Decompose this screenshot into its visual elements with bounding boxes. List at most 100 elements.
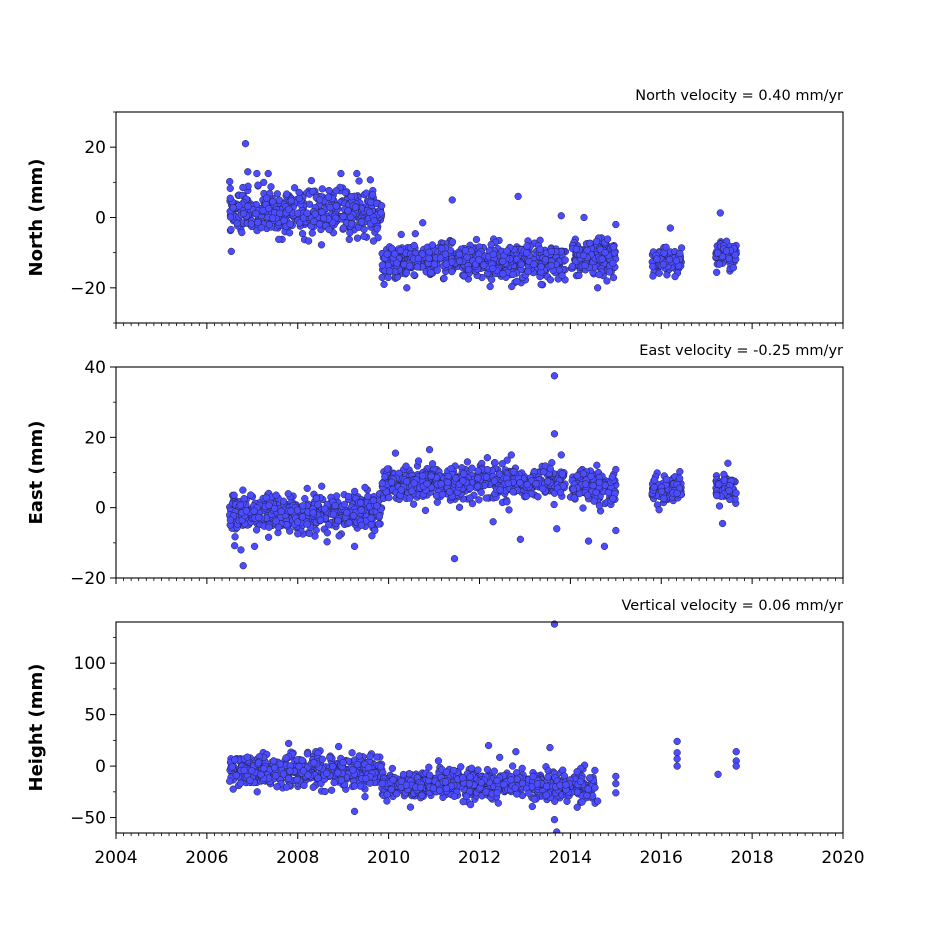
data-point — [362, 775, 369, 782]
data-point — [273, 492, 280, 499]
data-point-outlier — [667, 225, 674, 232]
data-point — [508, 283, 515, 290]
data-point — [354, 761, 361, 768]
data-point — [436, 787, 443, 794]
data-point — [592, 784, 599, 791]
data-point — [305, 238, 312, 245]
data-point — [548, 262, 555, 269]
data-point — [366, 209, 373, 216]
data-point — [398, 487, 405, 494]
data-point — [596, 479, 603, 486]
data-point — [446, 488, 453, 495]
data-point-outlier — [553, 525, 560, 532]
data-point — [491, 478, 498, 485]
data-point — [285, 490, 292, 497]
data-point — [366, 753, 373, 760]
data-point — [443, 261, 450, 268]
data-point — [651, 484, 658, 491]
data-point — [306, 530, 313, 537]
data-point — [580, 505, 587, 512]
data-point — [537, 246, 544, 253]
data-point — [533, 480, 540, 487]
data-point — [651, 477, 658, 484]
data-point — [231, 756, 238, 763]
data-point — [509, 763, 516, 770]
data-point — [255, 182, 262, 189]
data-point — [676, 475, 683, 482]
data-point — [577, 778, 584, 785]
data-point-outlier — [733, 763, 740, 770]
data-point — [347, 214, 354, 221]
data-point — [408, 488, 415, 495]
data-point — [484, 466, 491, 473]
data-point-outlier — [490, 518, 497, 525]
data-point — [294, 776, 301, 783]
data-point — [476, 257, 483, 264]
data-point — [336, 532, 343, 539]
data-point — [265, 534, 272, 541]
data-point — [348, 220, 355, 227]
data-point — [467, 801, 474, 808]
data-point — [350, 512, 357, 519]
data-point — [469, 500, 476, 507]
data-point — [523, 249, 530, 256]
data-point — [460, 471, 467, 478]
data-point — [258, 771, 265, 778]
data-point — [294, 507, 301, 514]
data-point-outlier — [338, 170, 345, 177]
y-axis-label-3: Height (mm) — [26, 664, 47, 792]
data-point-outlier — [547, 744, 554, 751]
data-point — [271, 505, 278, 512]
data-point — [544, 774, 551, 781]
data-point — [253, 210, 260, 217]
data-point-outlier — [251, 543, 258, 550]
data-point — [362, 484, 369, 491]
data-point — [488, 241, 495, 248]
data-point — [543, 792, 550, 799]
data-point — [580, 470, 587, 477]
data-point — [730, 264, 737, 271]
data-point — [248, 767, 255, 774]
data-point — [304, 485, 311, 492]
data-point — [714, 250, 721, 257]
data-point — [529, 803, 536, 810]
data-point-outlier — [558, 452, 565, 459]
y-tick-label: −20 — [70, 279, 106, 299]
data-point — [378, 202, 385, 209]
data-point — [538, 281, 545, 288]
data-point-outlier — [426, 446, 433, 453]
data-point — [340, 225, 347, 232]
data-point — [525, 268, 532, 275]
data-point — [433, 492, 440, 499]
data-point — [489, 265, 496, 272]
data-point — [333, 203, 340, 210]
data-point — [304, 521, 311, 528]
data-point — [374, 502, 381, 509]
data-point — [478, 489, 485, 496]
data-point — [569, 263, 576, 270]
data-point — [386, 268, 393, 275]
data-point — [673, 257, 680, 264]
data-point — [338, 777, 345, 784]
data-point — [358, 219, 365, 226]
data-point — [442, 778, 449, 785]
data-point — [269, 198, 276, 205]
data-point-outlier — [244, 168, 251, 175]
data-point — [513, 791, 520, 798]
data-point — [713, 269, 720, 276]
data-point — [227, 214, 234, 221]
data-point — [251, 508, 258, 515]
data-point — [377, 763, 384, 770]
data-point — [275, 524, 282, 531]
data-point — [548, 248, 555, 255]
data-point — [260, 765, 267, 772]
data-point — [585, 786, 592, 793]
data-point-outlier — [551, 372, 558, 379]
data-point — [415, 458, 422, 465]
data-point — [403, 269, 410, 276]
data-point — [341, 501, 348, 508]
data-point — [238, 229, 245, 236]
data-point — [426, 255, 433, 262]
data-point — [605, 489, 612, 496]
data-point — [580, 252, 587, 259]
